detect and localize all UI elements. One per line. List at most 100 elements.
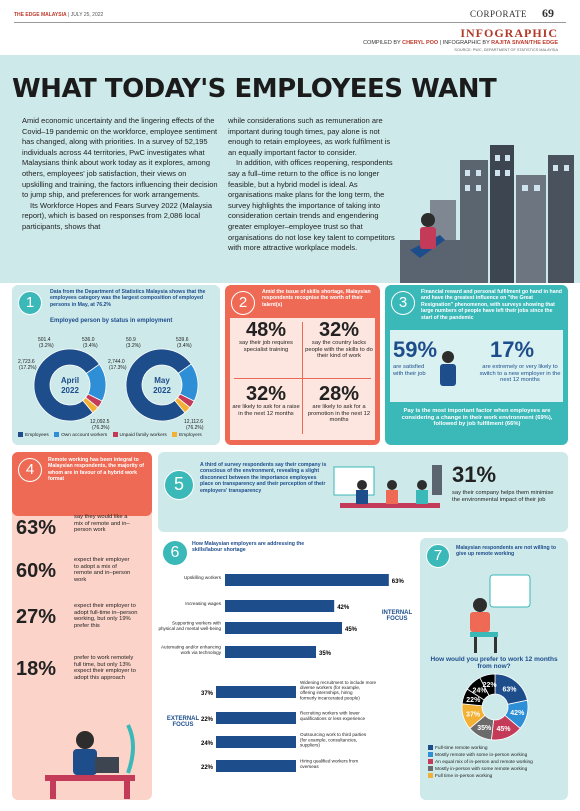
bar-label-5-line-2: diverse workers (for example, bbox=[300, 685, 360, 690]
s2-stat-1: 48% say their job requires specialist tra… bbox=[239, 319, 293, 353]
legend-employees: Employees bbox=[25, 433, 49, 438]
section-5-heading: A third of survey respondents say their … bbox=[200, 462, 327, 494]
may-label-4: 12,112.6 bbox=[184, 419, 203, 425]
bar-value-3: 45% bbox=[345, 627, 358, 633]
donut-slice-1 bbox=[33, 348, 100, 422]
may-label-3p: (17.3%) bbox=[109, 365, 127, 371]
work-preference-donut: 63%42%45%35%37%22%24%22% bbox=[461, 673, 529, 741]
intro-column-1: Amid economic uncertainty and the linger… bbox=[22, 116, 218, 231]
section-1-number: 1 bbox=[18, 291, 42, 315]
laptop-worker-illustration bbox=[470, 574, 531, 653]
s2-stat-3: 32% are likely to ask for a raise in the … bbox=[232, 383, 300, 417]
bar-label-5-line-1: Widening recruitment to include more bbox=[300, 680, 377, 685]
may-label: May bbox=[154, 376, 170, 385]
bar-3 bbox=[225, 622, 342, 634]
bar-8 bbox=[216, 760, 296, 772]
internal-focus-label: INTERNAL FOCUS bbox=[381, 610, 413, 622]
s5-text: say their company helps them minimise th… bbox=[452, 490, 554, 503]
bar-label-7-line-2: (for example, consultancies, bbox=[300, 737, 357, 742]
bar-7 bbox=[216, 736, 296, 748]
bar-2 bbox=[225, 600, 335, 612]
may-label-1: 50.9 bbox=[126, 337, 136, 343]
bar-label-5-line-3: offering internships, hiring bbox=[300, 690, 353, 695]
section-7-heading: Malaysian respondents are not willing to… bbox=[456, 545, 557, 558]
skills-shortage-bar-chart: 63% Upskilling workers 42% Increasing wages… bbox=[158, 574, 404, 772]
bar-label-6-line-2: qualifications or less experience bbox=[300, 716, 366, 721]
section-2-number: 2 bbox=[231, 291, 255, 315]
s3-footer: Pay is the most important factor when em… bbox=[401, 408, 553, 428]
page-number: 69 bbox=[542, 6, 554, 20]
section-7-legend: Full-time remote working Mostly remote w… bbox=[428, 745, 564, 780]
section-3-stats-panel bbox=[390, 330, 563, 402]
donut-slice-8 bbox=[479, 673, 496, 696]
employment-donut-charts: April 2022 May 2022 501.4(3.2%) 536.0(3.… bbox=[18, 337, 204, 431]
bar-label-7-line-3: suppliers) bbox=[300, 743, 320, 748]
bar-label-1-line-1: Upskilling workers bbox=[184, 575, 222, 580]
bar-label-3-line-2: physical and mental well-being bbox=[158, 626, 221, 631]
section-3-number: 3 bbox=[391, 291, 415, 315]
bar-label-4-line-2: work via technology bbox=[181, 650, 222, 655]
preference-label-3: 45% bbox=[497, 726, 512, 733]
section-1-chart-title: Employed person by status in employment bbox=[50, 318, 173, 324]
bar-4 bbox=[225, 646, 316, 658]
section-1-heading: Data from the Department of Statistics M… bbox=[50, 289, 206, 308]
bar-value-7: 24% bbox=[201, 741, 214, 747]
april-label-4: 12,092.5 bbox=[90, 419, 110, 425]
preference-label-6: 22% bbox=[466, 697, 481, 704]
april-label-2: 536.0 bbox=[82, 337, 95, 343]
section-2-divider-h bbox=[234, 378, 371, 379]
section-5-number: 5 bbox=[164, 470, 194, 500]
section-4-heading: Remote working has been integral to Mala… bbox=[48, 457, 144, 483]
s7-legend-1: Full-time remote working bbox=[435, 746, 488, 751]
s3-stat-2-value: 17% bbox=[490, 337, 535, 362]
preference-label-7: 24% bbox=[473, 687, 488, 694]
section-2-heading: Amid the issue of skills shortage, Malay… bbox=[262, 289, 371, 308]
s7-legend-3: An equal mix of in-person and remote wor… bbox=[435, 760, 533, 765]
s3-stat-2-text: are extremely or very likely to switch t… bbox=[479, 364, 561, 384]
april-label-2p: (3.4%) bbox=[83, 343, 98, 349]
bar-value-5: 37% bbox=[201, 691, 214, 697]
s7-legend-4: Mostly in-person with some remote workin… bbox=[435, 767, 528, 772]
infographic-label: INFOGRAPHIC bbox=[460, 26, 558, 40]
credits: COMPILED BY CHERYL POO | INFOGRAPHIC BY … bbox=[363, 40, 558, 46]
donut-slice-1 bbox=[125, 348, 192, 422]
april-year: 2022 bbox=[61, 386, 79, 395]
donut-slice-4 bbox=[82, 396, 99, 414]
external-focus-label: EXTERNAL FOCUS bbox=[166, 716, 200, 728]
bar-value-6: 22% bbox=[201, 717, 214, 723]
header-brand: THE EDGE MALAYSIA | JULY 25, 2022 bbox=[14, 12, 104, 18]
bar-label-5-line-4: formerly incarcerated people) bbox=[300, 695, 360, 700]
office-meeting-illustration bbox=[333, 465, 442, 508]
bar-label-2-line-1: Increasing wages bbox=[185, 601, 221, 606]
may-label-3: 2,744.0 bbox=[108, 359, 125, 365]
section-3-heading: Financial reward and personal fulfilment… bbox=[421, 289, 562, 321]
s7-legend-5: Full time in-person working bbox=[435, 774, 493, 779]
source-line: SOURCE: PWC, DEPARTMENT OF STATISTICS MA… bbox=[454, 48, 558, 52]
bar-value-2: 42% bbox=[337, 605, 350, 611]
april-label-1: 501.4 bbox=[38, 337, 51, 343]
legend-unpaid: Unpaid family workers bbox=[119, 433, 167, 438]
april-label-4p: (76.3%) bbox=[92, 425, 110, 431]
april-label-1p: (3.2%) bbox=[39, 343, 54, 349]
april-label: April bbox=[61, 376, 79, 385]
bar-label-8-line-1: Hiring qualified workers from bbox=[300, 759, 358, 764]
preference-label-5: 37% bbox=[466, 711, 481, 718]
section-1-legend: Employees Own account workers Unpaid fam… bbox=[18, 432, 218, 439]
remote-worker-illustration bbox=[45, 724, 135, 799]
bar-label-4-line-1: Automating and/or enhancing bbox=[161, 645, 221, 650]
may-label-2p: (3.4%) bbox=[177, 343, 192, 349]
preference-label-1: 63% bbox=[502, 687, 517, 694]
bar-label-8-line-2: overseas bbox=[300, 764, 319, 769]
s3-stat-1-text: are satisfied with their job bbox=[393, 364, 426, 377]
bar-6 bbox=[216, 712, 296, 724]
april-label-3: 2,723.6 bbox=[18, 359, 35, 365]
preference-label-2: 42% bbox=[510, 710, 525, 717]
section-6-number: 6 bbox=[162, 540, 188, 566]
section-7-number: 7 bbox=[426, 544, 450, 568]
may-year: 2022 bbox=[153, 386, 171, 395]
bar-value-8: 22% bbox=[201, 765, 214, 771]
bar-1 bbox=[225, 574, 389, 586]
bar-label-7-line-1: Outsourcing work to third parties bbox=[300, 732, 367, 737]
intro-column-2: while considerations such as remuneratio… bbox=[228, 116, 395, 253]
bar-value-4: 35% bbox=[319, 651, 332, 657]
